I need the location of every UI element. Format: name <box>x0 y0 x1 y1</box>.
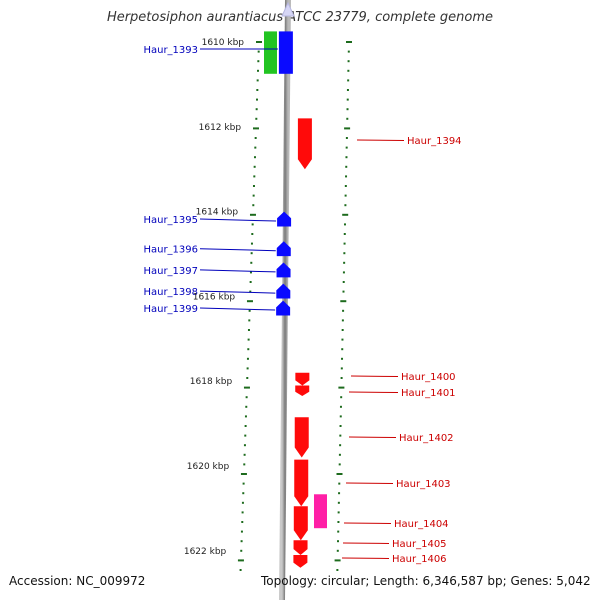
gene-label-haur_1394: Haur_1394 <box>407 136 462 147</box>
gene-leader-line <box>343 522 392 524</box>
gene-leader-line <box>199 248 276 252</box>
gene-features <box>264 31 327 568</box>
gene-label-haur_1395: Haur_1395 <box>143 215 198 226</box>
gene-leader-line <box>348 436 397 438</box>
gene-arrow-plus-icon <box>293 506 308 541</box>
gene-leader-line <box>199 290 276 294</box>
backbone-line <box>279 0 291 600</box>
gene-arrow-plus-icon <box>293 555 308 568</box>
scale-label: 1610 kbp <box>202 38 245 48</box>
gene-label-haur_1398: Haur_1398 <box>143 287 198 298</box>
gene-leader-line <box>345 482 394 484</box>
scale-label: 1612 kbp <box>199 123 242 133</box>
gene-leader-line <box>348 391 399 393</box>
gene-label-haur_1399: Haur_1399 <box>143 304 198 315</box>
scale-label: 1620 kbp <box>187 462 230 472</box>
gene-leader-line <box>199 218 277 222</box>
gene-label-haur_1404: Haur_1404 <box>394 519 449 530</box>
gene-leader-line <box>199 307 276 311</box>
gene-arrow-plus-icon <box>294 417 309 458</box>
backbone-arrow-icon <box>281 1 295 17</box>
gene-arrow-plus-icon <box>297 118 312 170</box>
gene-bar-minus <box>278 31 293 74</box>
gene-leader-line <box>342 542 390 544</box>
genome-title: Herpetosiphon aurantiacus ATCC 23779, co… <box>106 10 494 25</box>
gene-arrow-plus-icon <box>295 372 310 386</box>
gene-label-haur_1405: Haur_1405 <box>392 539 447 550</box>
gene-leader-line <box>350 375 399 377</box>
gene-arrow-plus-icon <box>295 385 310 397</box>
gene-arrow-minus-icon <box>277 211 292 227</box>
gene-leader-line <box>199 269 276 273</box>
accession-label: Accession: NC_009972 <box>9 574 146 588</box>
gene-arrow-plus-icon <box>294 459 309 507</box>
rna-gene-bar <box>264 31 277 74</box>
gene-label-haur_1397: Haur_1397 <box>143 266 198 277</box>
gene-label-haur_1403: Haur_1403 <box>396 479 451 490</box>
gene-label-haur_1396: Haur_1396 <box>143 245 198 256</box>
gene-arrow-minus-icon <box>276 283 291 299</box>
topology-summary: Topology: circular; Length: 6,346,587 bp… <box>261 574 591 588</box>
scale-label: 1618 kbp <box>190 377 233 387</box>
gene-leader-line <box>341 557 390 559</box>
pseudo-gene-bar <box>314 494 327 529</box>
gene-label-haur_1393: Haur_1393 <box>143 45 198 56</box>
gene-leader-line <box>356 139 405 141</box>
tick-marks <box>237 41 352 571</box>
gene-label-haur_1402: Haur_1402 <box>399 433 454 444</box>
gene-arrow-minus-icon <box>276 262 291 278</box>
gene-arrow-plus-icon <box>293 540 308 556</box>
scale-label: 1616 kbp <box>193 292 236 302</box>
scale-label: 1614 kbp <box>196 208 239 218</box>
genome-backbone <box>279 0 295 600</box>
gene-label-haur_1400: Haur_1400 <box>401 372 456 383</box>
scale-label: 1622 kbp <box>184 547 227 557</box>
gene-label-haur_1401: Haur_1401 <box>401 388 456 399</box>
gene-arrow-minus-icon <box>276 241 291 257</box>
gene-arrow-minus-icon <box>276 300 291 316</box>
gene-label-haur_1406: Haur_1406 <box>392 554 447 565</box>
gene-labels: Haur_1393 Haur_1395 Haur_1396 Haur_1397 Haur… <box>143 45 461 565</box>
scale-labels: 1610 kbp 1612 kbp 1614 kbp 1616 kbp 1618 kbp… <box>184 38 244 557</box>
